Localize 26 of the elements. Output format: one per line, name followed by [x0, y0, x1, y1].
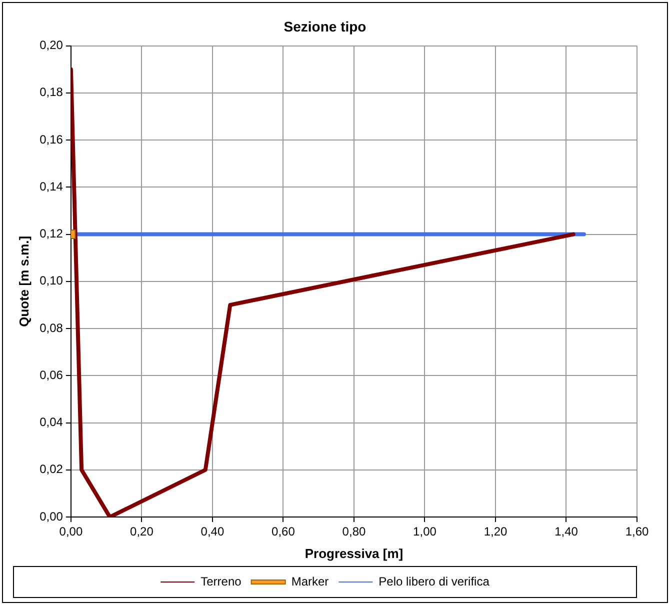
legend-label: Marker: [291, 574, 329, 588]
x-tick-label: 1,00: [413, 524, 437, 539]
x-tick-label: 0,80: [342, 524, 366, 539]
y-tick-label: 0,00: [40, 509, 64, 524]
x-tick-label: 0,40: [200, 524, 224, 539]
x-tick-label: 1,60: [625, 524, 649, 539]
y-tick-label: 0,10: [40, 274, 64, 288]
y-tick-label: 0,14: [40, 179, 64, 194]
y-tick-label: 0,12: [40, 226, 64, 241]
y-tick-label: 0,18: [40, 85, 64, 100]
chart-title: Sezione tipo: [284, 18, 366, 34]
legend-label: Terreno: [200, 574, 242, 588]
y-tick-label: 0,16: [40, 132, 64, 146]
x-tick-label: 0,00: [59, 524, 83, 539]
y-tick-label: 0,20: [40, 38, 64, 52]
y-tick-label: 0,08: [40, 320, 64, 335]
y-tick-label: 0,06: [40, 368, 64, 382]
y-tick-label: 0,02: [40, 462, 64, 476]
y-tick-label: 0,04: [40, 415, 64, 430]
legend-label: Pelo libero di verifica: [378, 574, 490, 588]
x-tick-label: 0,20: [130, 524, 154, 539]
x-tick-label: 1,40: [554, 524, 578, 539]
x-axis-title: Progressiva [m]: [304, 546, 404, 561]
x-tick-label: 1,20: [484, 524, 508, 539]
y-axis-title: Quote [m s.m.]: [16, 236, 32, 327]
x-tick-label: 0,60: [272, 524, 296, 539]
